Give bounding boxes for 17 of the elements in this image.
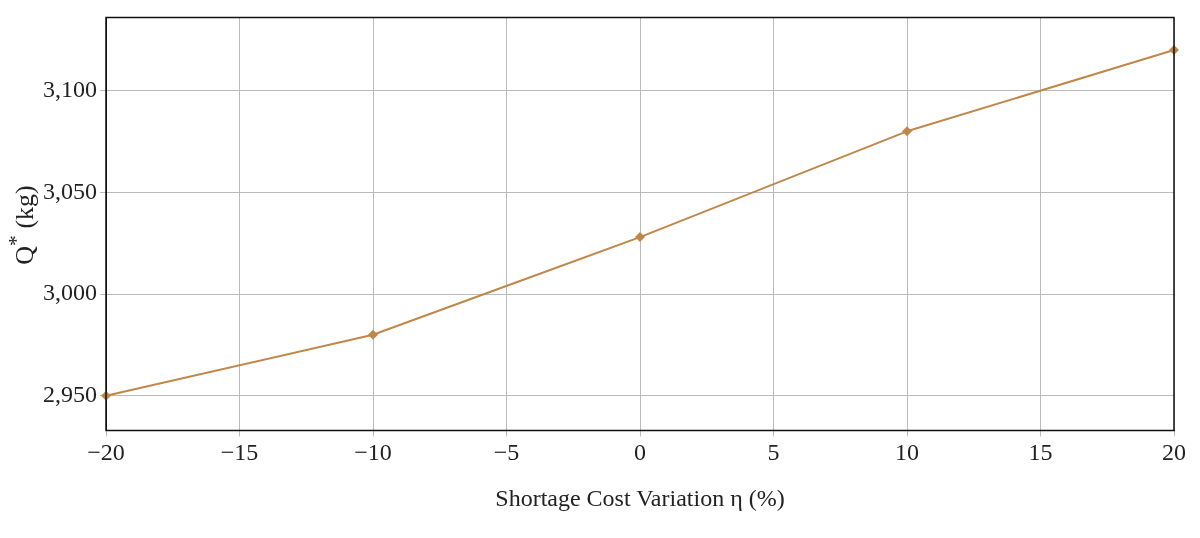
x-tick-label: 20 (1162, 439, 1186, 466)
x-tick-label: 5 (767, 439, 780, 466)
x-tick-label: −20 (87, 439, 125, 466)
x-tick-label: −5 (493, 439, 520, 466)
point (902, 126, 912, 137)
y-tick-label: 3,050 (43, 177, 97, 204)
x-tick-label: 10 (895, 439, 919, 466)
point (635, 232, 645, 243)
x-tick-label: −10 (354, 439, 392, 466)
x-tick-label: 15 (1028, 439, 1053, 466)
y-tick-label: 3,000 (43, 279, 97, 306)
y-tick-label: 2,950 (43, 381, 97, 408)
y-tick-label: 3,100 (43, 75, 97, 102)
x-axis-title: Shortage Cost Variation η (%) (495, 484, 785, 511)
point (368, 329, 378, 340)
x-tick-label: −15 (220, 439, 259, 466)
x-tick-label: 0 (634, 439, 646, 466)
